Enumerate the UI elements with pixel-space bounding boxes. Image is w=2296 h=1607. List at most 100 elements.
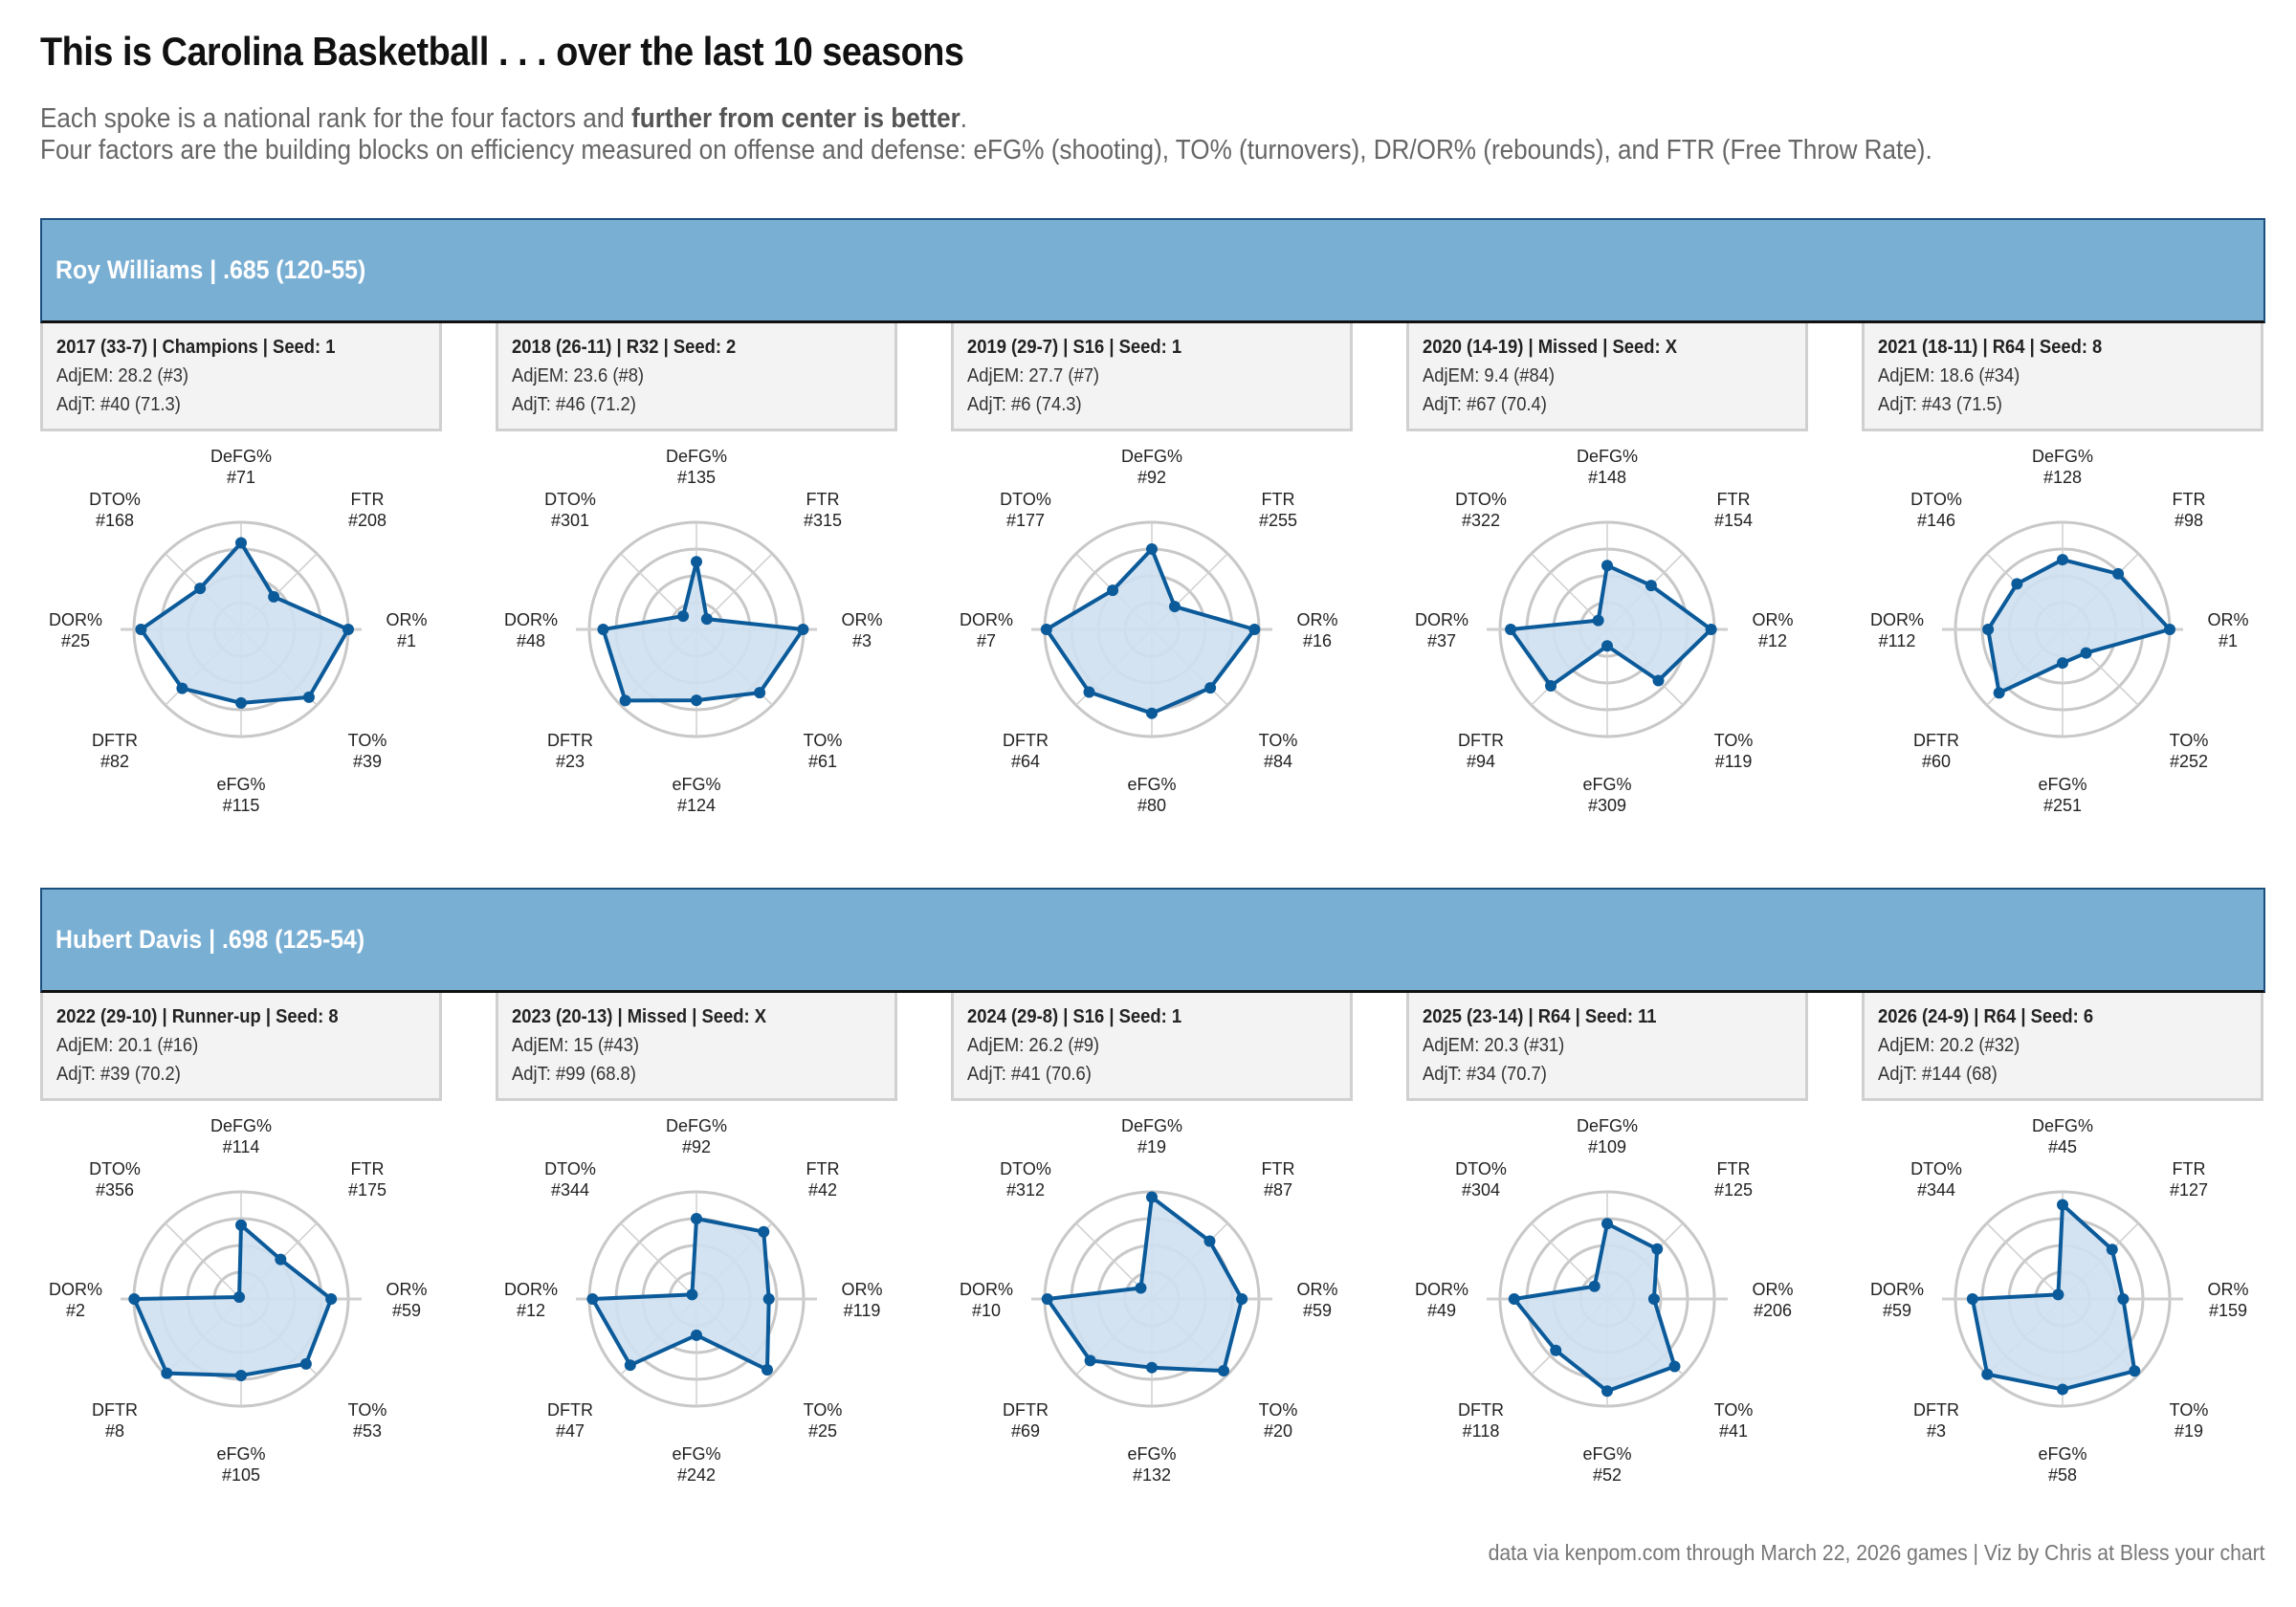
radar-point-dftr [624,1359,636,1372]
axis-rank-label: #92 [682,1137,711,1156]
axis-rank-label: #356 [96,1180,134,1200]
season-adjt: AdjT: #144 (68) [1878,1064,1998,1085]
axis-rank-label: #208 [348,511,386,530]
axis-rank-label: #344 [1917,1180,1955,1200]
axis-label: eFG% [216,1444,265,1464]
radar-point-defg-pct [1146,543,1158,555]
radar-point-efg-pct [2057,1383,2068,1396]
axis-rank-label: #114 [223,1137,260,1156]
axis-rank-label: #322 [1462,511,1500,530]
axis-rank-label: #146 [1917,511,1955,530]
axis-label: TO% [2170,731,2209,750]
axis-rank-label: #115 [223,796,260,815]
radar-chart: DeFG%#92FTR#42OR%#119TO%#25eFG%#242DFTR#… [504,1116,883,1485]
radar-point-efg-pct [1601,640,1613,652]
axis-rank-label: #8 [105,1421,124,1441]
season-info-box: 2024 (29-8) | S16 | Seed: 1 AdjEM: 26.2 … [951,993,1353,1101]
axis-label: DeFG% [1121,447,1182,466]
radar-point-defg-pct [1601,1218,1613,1230]
axis-rank-label: #19 [1137,1137,1166,1156]
season-title: 2025 (23-14) | R64 | Seed: 11 [1423,1006,1657,1027]
subtitle-line-2: Four factors are the building blocks on … [40,135,1932,165]
axis-rank-label: #105 [222,1465,260,1485]
axis-label: eFG% [216,775,265,794]
radar-chart: DeFG% #109 FTR #125 OR% #206 TO%#41 eFG%#52 DFTR… [1415,1116,1794,1485]
axis-rank-label: #25 [61,631,90,650]
axis-label: DTO% [1910,490,1962,509]
season-title: 2022 (29-10) | Runner-up | Seed: 8 [56,1006,339,1027]
axis-label: OR% [1752,610,1793,629]
axis-rank-label: #119 [1715,752,1753,771]
radar-point-ftr [2106,1244,2118,1256]
axis-label: FTR [2173,490,2206,509]
axis-label: DTO% [544,490,596,509]
season-panel: 2017 (33-7) | Champions | Seed: 1 AdjEM:… [40,323,442,828]
axis-label: DFTR [1003,1400,1049,1420]
radar-point-dftr [619,694,631,707]
radar-chart: DeFG%#45FTR#127OR%#159TO%#19eFG%#58DFTR#… [1870,1116,2249,1485]
radar-point-dor-pct [1982,624,1995,635]
radar-area [601,560,806,703]
axis-label: DTO% [1455,1159,1507,1178]
axis-label: TO% [348,1400,387,1420]
axis-rank-label: #69 [1011,1421,1040,1441]
axis-label: eFG% [672,1444,720,1464]
axis-label: FTR [1262,490,1295,509]
axis-rank-label: #206 [1754,1301,1792,1320]
axis-rank-label: #312 [1006,1180,1045,1200]
axis-label: TO% [1714,731,1754,750]
radar-point-dor-pct [1966,1293,1978,1305]
section-header: Hubert Davis | .698 (125-54) [55,925,365,954]
season-info-box: 2023 (20-13) | Missed | Seed: X AdjEM: 1… [496,993,897,1101]
season-panel: 2021 (18-11) | R64 | Seed: 8 AdjEM: 18.6… [1862,323,2263,828]
season-adjem: AdjEM: 9.4 (#84) [1423,365,1556,386]
footer-credit: data via kenpom.com through March 22, 20… [1489,1540,2265,1565]
axis-label: DFTR [1458,731,1504,750]
radar-point-dftr [1545,679,1557,692]
radar-chart: DeFG% #135 FTR #315 OR% #3 TO% #61 eFG% #124 DFTR #… [504,447,883,815]
radar-point-to-pct [761,1363,773,1376]
axis-label: DTO% [89,490,141,509]
season-info-box: 2022 (29-10) | Runner-up | Seed: 8 AdjEM… [40,993,442,1101]
axis-rank-label: #251 [2043,796,2082,815]
axis-rank-label: #109 [1588,1137,1626,1156]
axis-label: DTO% [1910,1159,1962,1178]
radar-point-defg-pct [1601,560,1613,572]
radar-chart: DeFG% #148 FTR #154 OR% #12 TO% #119 eFG% #309 DFT… [1415,447,1794,815]
radar-point-ftr [1651,1243,1664,1255]
axis-rank-label: #177 [1006,511,1045,530]
axis-rank-label: #92 [1137,468,1166,487]
radar-point-to-pct [1652,674,1665,687]
axis-rank-label: #59 [392,1301,421,1320]
radar-point-to-pct [2080,647,2092,659]
radar-point-or-pct [1647,1293,1660,1305]
season-panel: 2019 (29-7) | S16 | Seed: 1 AdjEM: 27.7 … [951,323,1353,828]
axis-label: DOR% [1415,610,1468,629]
axis-rank-label: #71 [227,468,255,487]
season-info-box: 2025 (23-14) | R64 | Seed: 11 AdjEM: 20.… [1406,993,1808,1101]
season-info-box: 2026 (24-9) | R64 | Seed: 6 AdjEM: 20.2 … [1862,993,2263,1101]
radar-point-to-pct [1668,1360,1681,1373]
season-title: 2017 (33-7) | Champions | Seed: 1 [56,337,336,358]
section-hubert-davis: Hubert Davis | .698 (125-54) 2022 (29-10… [40,888,2265,1485]
radar-point-or-pct [797,624,809,635]
axis-label: FTR [806,490,840,509]
axis-rank-label: #125 [1714,1180,1753,1200]
season-adjt: AdjT: #46 (71.2) [512,394,636,415]
radar-point-defg-pct [2057,1199,2068,1211]
axis-rank-label: #135 [677,468,716,487]
axis-label: DTO% [1455,490,1507,509]
radar-point-to-pct [2129,1365,2141,1377]
radar-point-ftr [1203,1235,1216,1247]
radar-point-dftr [1083,686,1095,698]
radar-point-efg-pct [1601,1385,1613,1398]
axis-label: eFG% [1582,1444,1631,1464]
radar-spoke [620,1222,697,1300]
radar-point-to-pct [302,691,315,703]
radar-point-ftr [1168,601,1181,613]
axis-label: DOR% [49,1280,102,1299]
axis-rank-label: #2 [66,1301,85,1320]
radar-point-or-pct [2117,1293,2130,1305]
radar-point-efg-pct [691,1329,702,1341]
season-title: 2021 (18-11) | R64 | Seed: 8 [1878,337,2103,358]
